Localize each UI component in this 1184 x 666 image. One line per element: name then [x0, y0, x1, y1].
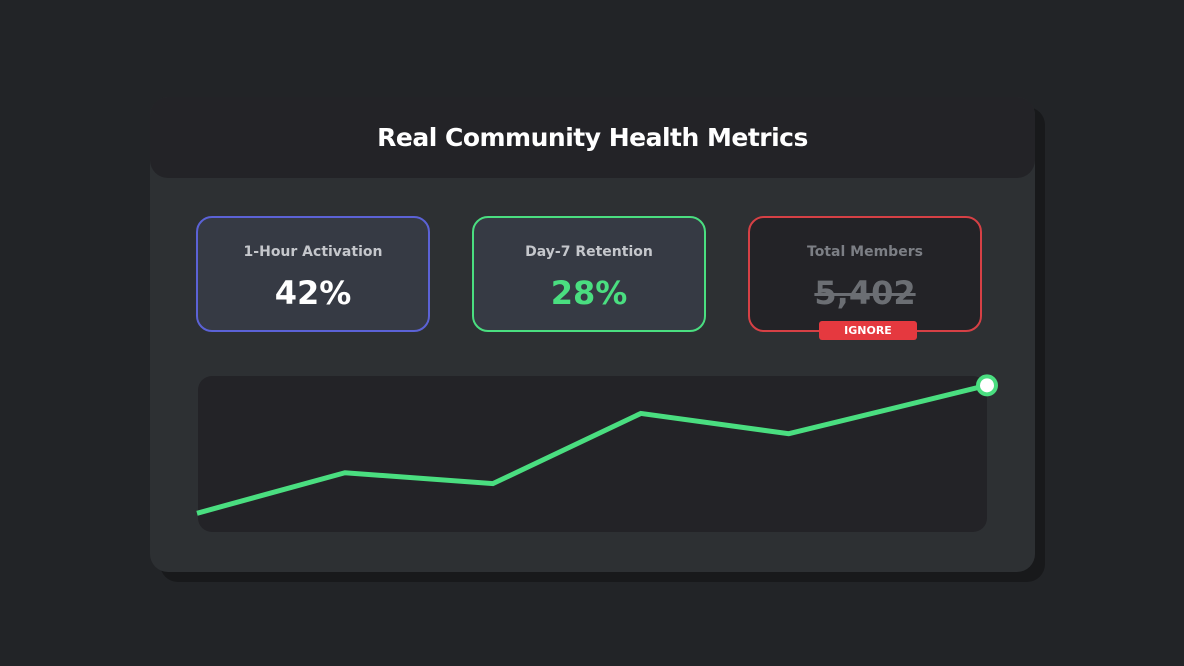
ignore-badge: IGNORE	[819, 321, 917, 340]
metric-value: 5,402	[814, 274, 916, 312]
metric-label: Total Members	[807, 244, 923, 260]
line-chart	[196, 374, 998, 516]
metric-label: Day-7 Retention	[525, 244, 653, 260]
metric-retention: Day-7 Retention 28%	[472, 216, 706, 332]
metrics-card: Real Community Health Metrics 1-Hour Act…	[150, 97, 1035, 572]
metric-total-members: Total Members 5,402 IGNORE	[748, 216, 982, 340]
card-header: Real Community Health Metrics	[150, 97, 1035, 178]
metric-value: 28%	[550, 274, 628, 312]
metric-label: 1-Hour Activation	[243, 244, 383, 260]
line-chart-panel	[198, 376, 987, 532]
metric-activation: 1-Hour Activation 42%	[196, 216, 430, 332]
end-point-marker	[976, 374, 998, 397]
metric-value: 42%	[274, 274, 352, 312]
series-line	[196, 382, 988, 516]
page-title: Real Community Health Metrics	[377, 123, 808, 152]
